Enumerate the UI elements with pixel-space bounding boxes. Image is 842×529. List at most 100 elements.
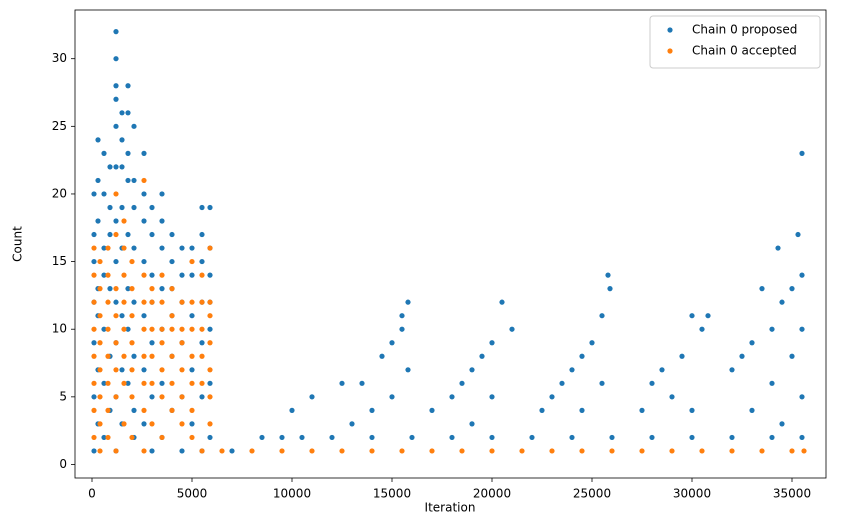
point bbox=[199, 353, 205, 359]
point bbox=[113, 286, 119, 292]
legend-label: Chain 0 proposed bbox=[692, 23, 797, 37]
point bbox=[121, 421, 127, 427]
point bbox=[95, 218, 101, 224]
point bbox=[97, 448, 103, 454]
point bbox=[141, 380, 147, 386]
legend-label: Chain 0 accepted bbox=[692, 44, 797, 58]
point bbox=[105, 407, 111, 413]
point bbox=[409, 434, 415, 441]
point bbox=[131, 245, 137, 251]
point bbox=[113, 123, 119, 129]
point bbox=[189, 258, 195, 265]
point bbox=[219, 448, 225, 454]
point bbox=[129, 367, 135, 373]
point bbox=[113, 448, 119, 454]
point bbox=[199, 258, 205, 265]
point bbox=[669, 448, 675, 454]
point bbox=[159, 367, 165, 373]
point bbox=[599, 313, 605, 319]
point bbox=[149, 421, 155, 427]
legend-box bbox=[649, 15, 821, 69]
point bbox=[207, 299, 213, 305]
point bbox=[199, 326, 205, 332]
point bbox=[107, 286, 113, 292]
point bbox=[359, 380, 365, 386]
point bbox=[105, 326, 111, 332]
point bbox=[479, 353, 485, 359]
point bbox=[169, 407, 175, 413]
point bbox=[149, 231, 155, 238]
point bbox=[91, 394, 97, 400]
point bbox=[339, 380, 345, 386]
point bbox=[207, 326, 213, 332]
point bbox=[159, 245, 165, 251]
point bbox=[569, 367, 575, 373]
point bbox=[129, 394, 135, 400]
point bbox=[179, 421, 185, 427]
point bbox=[159, 272, 165, 278]
point bbox=[605, 272, 611, 278]
point bbox=[369, 448, 375, 454]
point bbox=[105, 245, 111, 251]
point bbox=[229, 448, 235, 454]
point bbox=[189, 326, 195, 332]
point bbox=[97, 394, 103, 400]
point bbox=[125, 150, 131, 156]
point bbox=[529, 434, 535, 441]
point bbox=[607, 286, 613, 292]
point bbox=[159, 380, 165, 386]
point bbox=[379, 353, 385, 359]
point bbox=[759, 286, 765, 292]
point bbox=[179, 326, 185, 332]
point bbox=[739, 353, 745, 359]
point bbox=[125, 177, 131, 184]
point bbox=[113, 218, 119, 224]
point bbox=[749, 340, 755, 346]
point bbox=[775, 245, 781, 251]
legend-marker bbox=[667, 27, 673, 33]
point bbox=[769, 380, 775, 386]
point bbox=[649, 434, 655, 441]
point bbox=[489, 394, 495, 400]
point bbox=[113, 258, 119, 265]
point bbox=[207, 245, 213, 251]
point bbox=[749, 407, 755, 413]
x-tick-label: 30000 bbox=[673, 487, 711, 501]
point bbox=[105, 434, 111, 441]
point bbox=[639, 448, 645, 454]
point bbox=[169, 231, 175, 238]
point bbox=[97, 286, 103, 292]
point bbox=[131, 407, 137, 413]
point bbox=[119, 137, 125, 143]
point bbox=[101, 380, 107, 386]
point bbox=[699, 448, 705, 454]
point bbox=[121, 272, 127, 278]
point bbox=[509, 326, 515, 332]
x-tick-label: 0 bbox=[88, 487, 96, 501]
point bbox=[519, 448, 525, 454]
point bbox=[113, 191, 119, 197]
point bbox=[207, 434, 213, 441]
point bbox=[189, 299, 195, 305]
point bbox=[189, 272, 195, 278]
point bbox=[429, 448, 435, 454]
point bbox=[141, 272, 147, 278]
point bbox=[309, 394, 315, 400]
point bbox=[779, 299, 785, 305]
point bbox=[405, 367, 411, 373]
point bbox=[141, 299, 147, 305]
point bbox=[729, 367, 735, 373]
point bbox=[469, 367, 475, 373]
point bbox=[649, 380, 655, 386]
point bbox=[141, 218, 147, 224]
point bbox=[159, 340, 165, 346]
point bbox=[141, 313, 147, 319]
point bbox=[149, 448, 155, 454]
point bbox=[121, 326, 127, 332]
point bbox=[91, 231, 97, 238]
point bbox=[141, 258, 147, 265]
point bbox=[799, 394, 805, 400]
point bbox=[125, 110, 131, 116]
y-axis-label: Count bbox=[11, 226, 25, 262]
